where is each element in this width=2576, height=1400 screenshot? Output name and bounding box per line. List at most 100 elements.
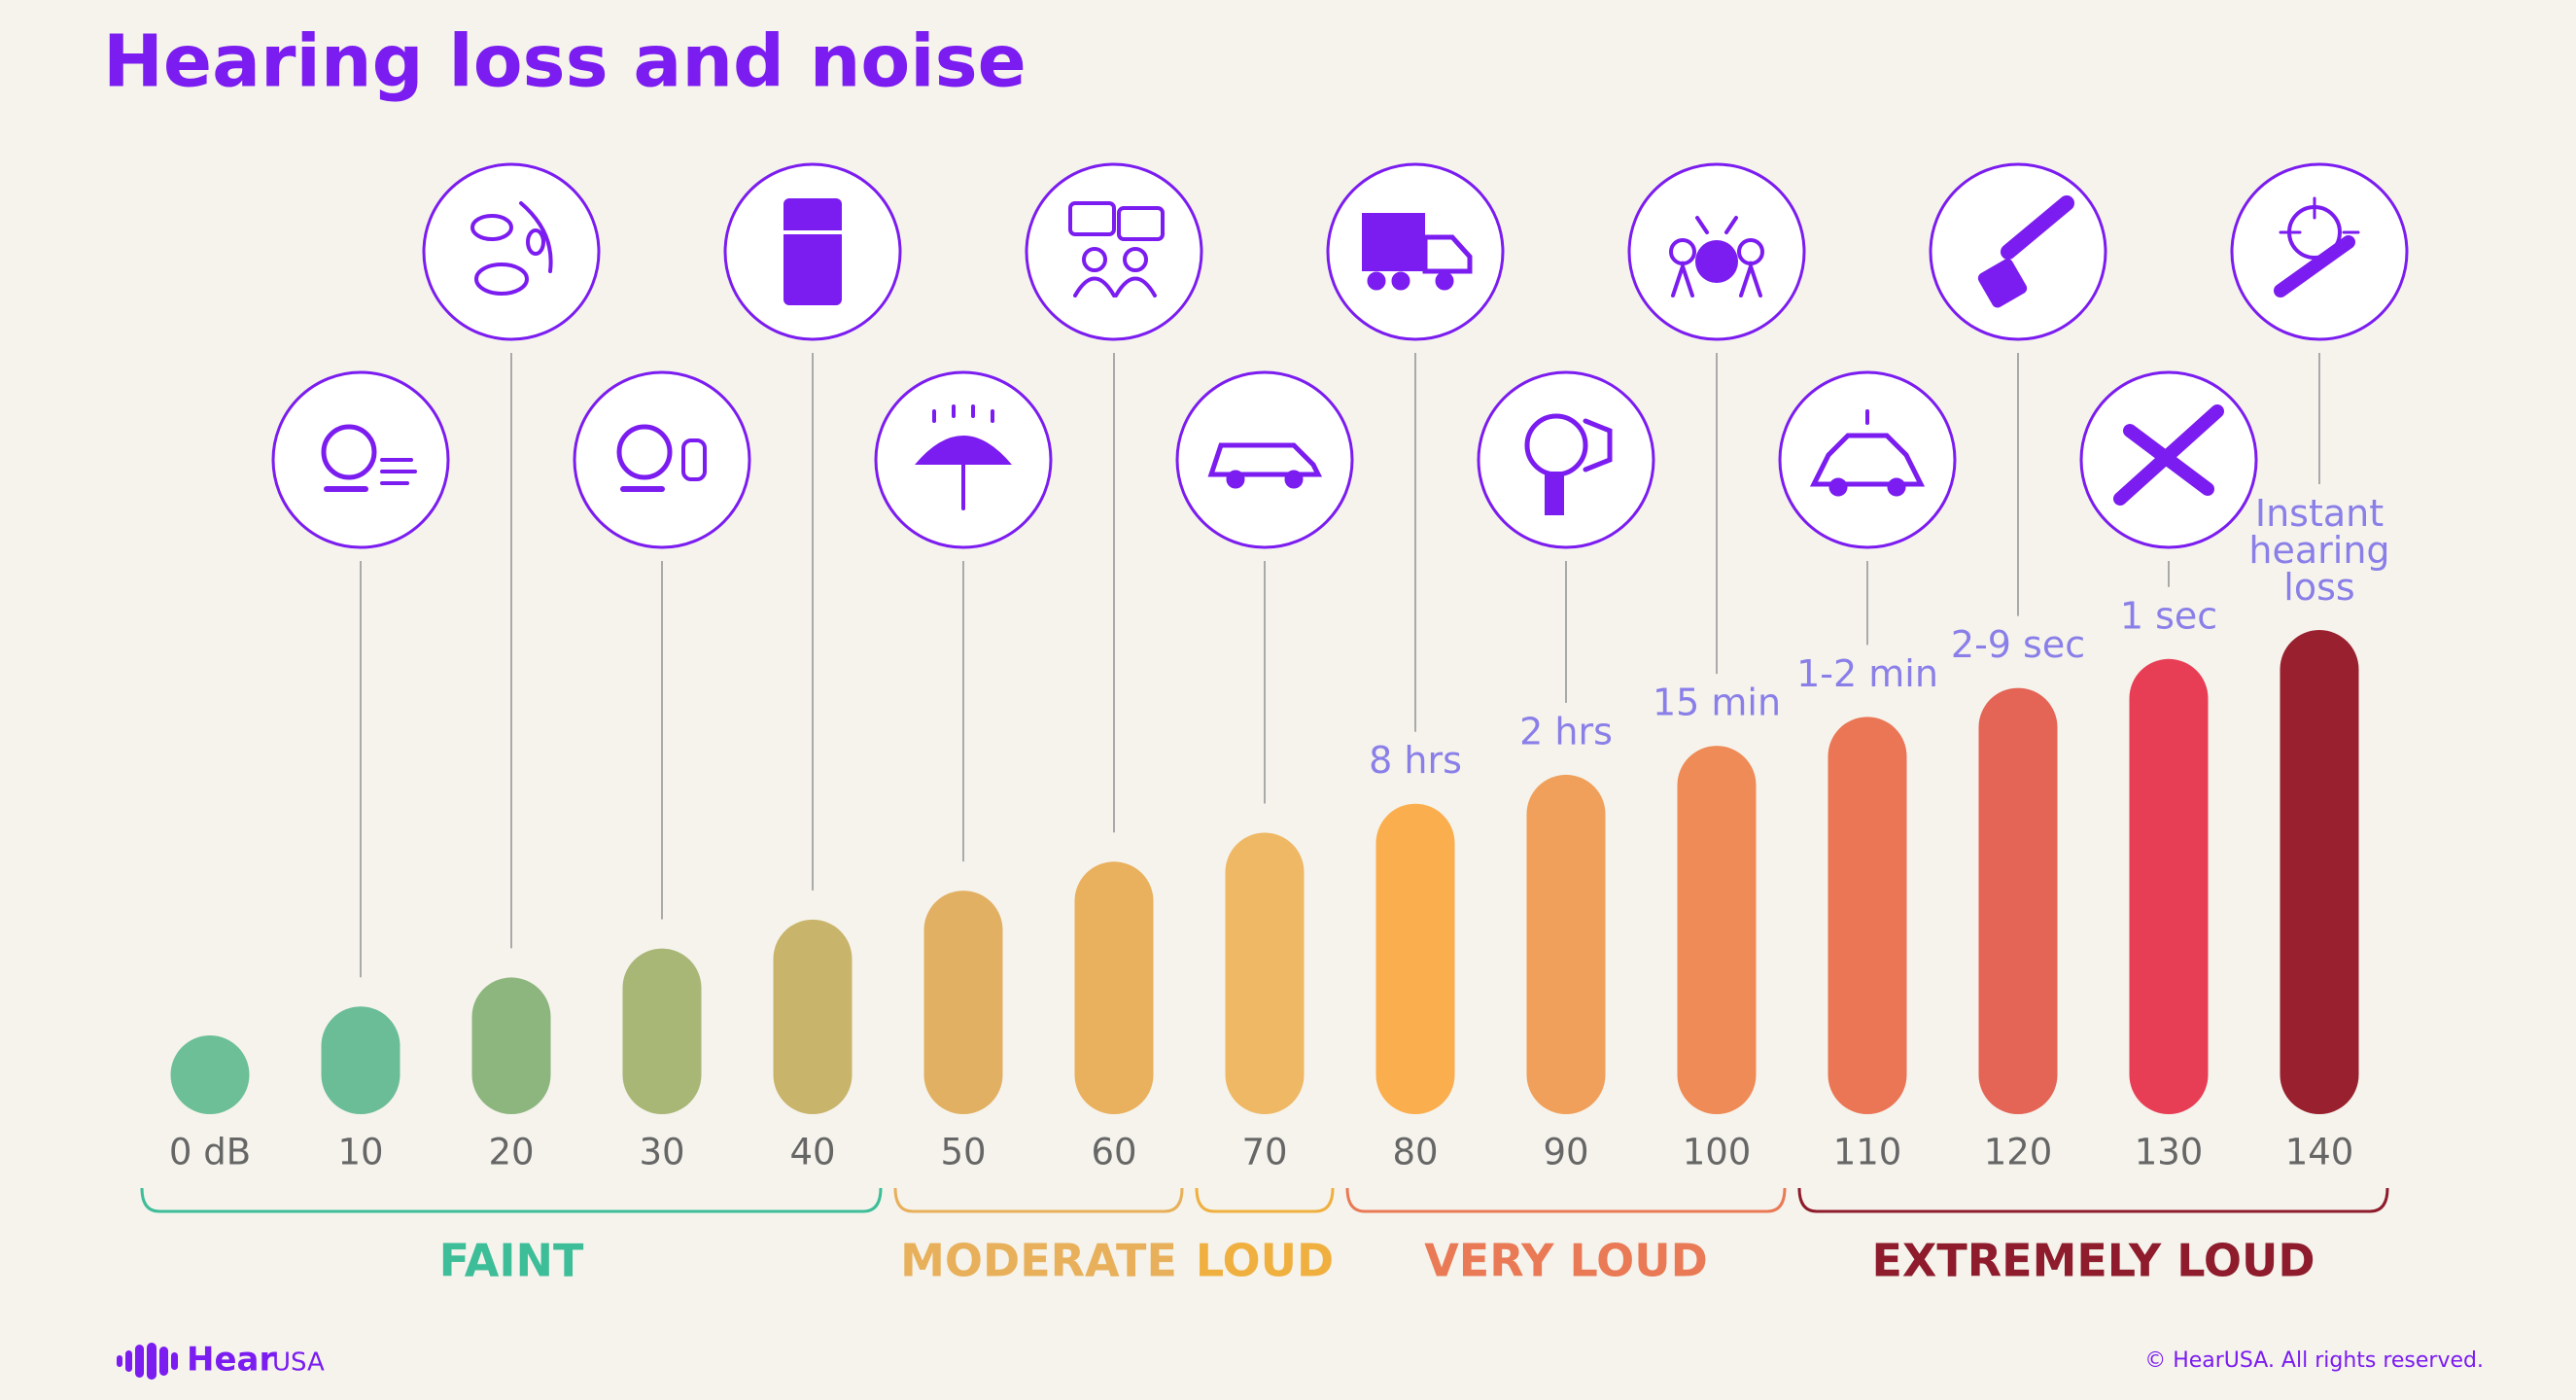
group-bracket bbox=[140, 1187, 883, 1213]
x-tick-label: 10 bbox=[337, 1132, 383, 1173]
icon-circle bbox=[1175, 370, 1354, 549]
icon-part bbox=[1887, 477, 1906, 497]
icon-part bbox=[1082, 247, 1107, 272]
bar bbox=[773, 919, 853, 1114]
icon-part bbox=[2113, 404, 2224, 506]
icon-part bbox=[321, 424, 377, 480]
icon-part bbox=[1117, 206, 1165, 241]
icon-circle bbox=[1778, 370, 1957, 549]
icon-part bbox=[1809, 433, 1926, 487]
icon-part bbox=[1828, 477, 1848, 497]
logo-wave bbox=[117, 1343, 178, 1380]
bar bbox=[923, 891, 1003, 1114]
icon-circle bbox=[1025, 162, 1203, 341]
x-tick-label: 70 bbox=[1241, 1132, 1287, 1173]
group-label: MODERATE bbox=[900, 1235, 1177, 1287]
icon-part bbox=[932, 404, 994, 423]
icon bbox=[1977, 195, 2074, 308]
icon-part bbox=[2001, 195, 2074, 260]
icon-part bbox=[1068, 201, 1116, 236]
icon bbox=[1524, 413, 1613, 515]
icon bbox=[616, 424, 707, 492]
icon-part bbox=[1123, 247, 1148, 272]
exposure-label-line: hearing bbox=[2248, 529, 2389, 572]
icon bbox=[1362, 213, 1473, 291]
icon-part bbox=[915, 436, 1012, 465]
icon bbox=[2113, 404, 2224, 506]
bar bbox=[1526, 774, 1606, 1114]
exposure-label: 1-2 min bbox=[1796, 652, 1938, 695]
icon bbox=[1207, 442, 1323, 489]
group-bracket bbox=[893, 1187, 1184, 1213]
group-bracket bbox=[1195, 1187, 1335, 1213]
bar bbox=[1828, 717, 1907, 1114]
icon bbox=[2274, 196, 2360, 298]
icon-part bbox=[2279, 196, 2360, 234]
x-tick-label: 120 bbox=[1984, 1132, 2053, 1173]
logo-bar bbox=[147, 1343, 157, 1380]
icon-part bbox=[616, 424, 673, 480]
exposure-label: 15 min bbox=[1653, 682, 1781, 724]
icon bbox=[782, 198, 844, 305]
icon bbox=[915, 404, 1012, 510]
bar bbox=[321, 1006, 400, 1114]
icon-part bbox=[1545, 472, 1564, 515]
icon-part bbox=[470, 214, 513, 241]
icon-circle bbox=[2230, 162, 2409, 341]
x-tick-label: 20 bbox=[488, 1132, 534, 1173]
group-bracket bbox=[1797, 1187, 2389, 1213]
bar bbox=[471, 977, 551, 1114]
logo: Hear USA bbox=[117, 1341, 325, 1380]
icon bbox=[1809, 409, 1926, 497]
copyright: © HearUSA. All rights reserved. bbox=[2144, 1348, 2484, 1373]
icon-part bbox=[380, 458, 417, 485]
x-tick-label: 30 bbox=[639, 1132, 684, 1173]
icon-part bbox=[1226, 470, 1245, 489]
group-label: EXTREMELY LOUD bbox=[1871, 1235, 2315, 1287]
icon-part bbox=[681, 438, 707, 481]
exposure-label: Instant hearing loss bbox=[2248, 492, 2389, 609]
logo-bar bbox=[135, 1345, 144, 1378]
x-tick-label: 110 bbox=[1833, 1132, 1902, 1173]
icon-part bbox=[1073, 276, 1157, 298]
logo-bar bbox=[159, 1347, 168, 1376]
icon-part bbox=[1977, 259, 2028, 308]
icon-circle bbox=[573, 370, 751, 549]
icon-part bbox=[783, 198, 842, 305]
icon bbox=[1068, 201, 1165, 298]
icon-part bbox=[474, 262, 529, 296]
logo-suffix: USA bbox=[272, 1348, 325, 1378]
icon-part bbox=[2274, 235, 2355, 298]
x-tick-label: 0 dB bbox=[169, 1132, 251, 1173]
icon bbox=[1669, 216, 1764, 298]
bar bbox=[1225, 832, 1305, 1114]
bar bbox=[1978, 687, 2058, 1114]
x-tick-label: 90 bbox=[1543, 1132, 1588, 1173]
bar bbox=[1677, 746, 1757, 1114]
bar bbox=[170, 1035, 250, 1114]
icon-part bbox=[1583, 418, 1613, 472]
bar bbox=[2129, 658, 2209, 1114]
x-tick-label: 80 bbox=[1392, 1132, 1438, 1173]
icon-part bbox=[1284, 470, 1304, 489]
icon bbox=[321, 424, 417, 492]
logo-bar bbox=[171, 1352, 178, 1370]
chart-title: Hearing loss and noise bbox=[103, 20, 1027, 104]
icon-circle bbox=[1477, 370, 1655, 549]
logo-text: Hear bbox=[187, 1341, 275, 1380]
x-tick-label: 40 bbox=[789, 1132, 835, 1173]
icon-part bbox=[1435, 271, 1454, 291]
icon-circle bbox=[271, 370, 450, 549]
exposure-label: 8 hrs bbox=[1369, 739, 1462, 782]
exposure-label-line: loss bbox=[2283, 566, 2354, 609]
bar bbox=[2280, 630, 2359, 1114]
icon-part bbox=[1422, 234, 1473, 274]
logo-bar bbox=[125, 1350, 132, 1372]
icon-part bbox=[1695, 240, 1738, 283]
x-tick-label: 60 bbox=[1091, 1132, 1136, 1173]
logo-bar bbox=[117, 1355, 122, 1367]
x-tick-label: 130 bbox=[2135, 1132, 2204, 1173]
bar bbox=[1375, 803, 1455, 1114]
